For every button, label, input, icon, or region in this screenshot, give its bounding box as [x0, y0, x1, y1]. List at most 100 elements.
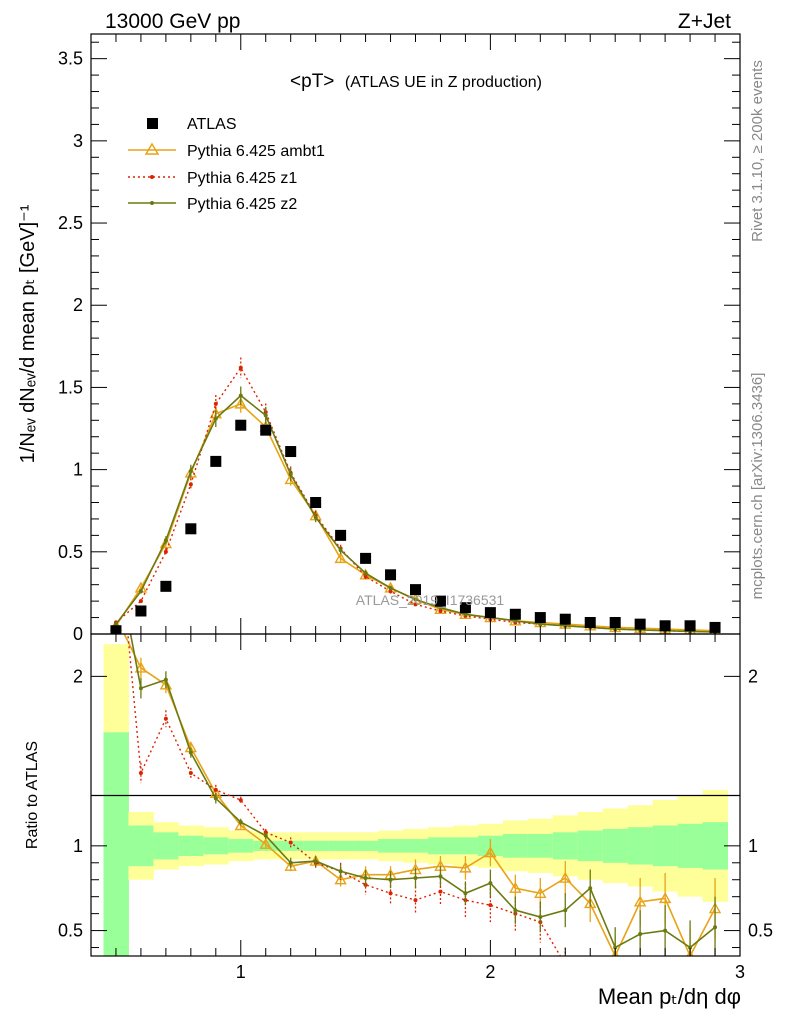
x-tick-label: 1 [236, 962, 246, 982]
plot-title-sub: (ATLAS UE in Z production) [345, 74, 542, 91]
legend-marker-z1 [150, 175, 154, 179]
ratio-band-stat [577, 830, 604, 862]
legend-entry-ambt1: Pythia 6.425 ambt1 [128, 142, 325, 160]
mcplots-reference-label: mcplots.cern.ch [arXiv:1306.3436] [749, 373, 766, 600]
main-series-2-point [138, 599, 143, 604]
main-series-2-point [413, 602, 418, 607]
ratio-series-0-point [509, 881, 522, 893]
legend-label-z1: Pythia 6.425 z1 [187, 170, 297, 187]
main-series-2-point [238, 365, 243, 370]
ratio-band-stat [527, 833, 554, 858]
ratio-series-1-point [688, 979, 692, 983]
legend-marker-z2 [150, 201, 154, 205]
legend-marker-ambt1 [144, 142, 160, 155]
ratio-band-stat [128, 825, 154, 867]
y-tick-label-ratio: 0.5 [58, 921, 83, 941]
axes-group: 0 0.5 1 1.5 2 2.5 3 3.5 0.5 0.5 1 1 2 2 1 2 3 [58, 34, 773, 982]
ratio-series-2-point [638, 931, 643, 936]
main-series-3-point [563, 623, 568, 628]
y-axis-title-ratio: Ratio to ATLAS [24, 741, 41, 849]
ratio-band-stat [502, 833, 529, 858]
x-tick-label: 2 [485, 962, 495, 982]
ratio-band-stat [153, 832, 179, 860]
main-series-3-point [538, 622, 543, 627]
ratio-series-group [114, 505, 722, 983]
main-series-2-point [363, 574, 368, 579]
ratio-series-0-point [484, 846, 497, 858]
main-series-1-point [159, 537, 173, 549]
atlas-data-point [185, 523, 197, 535]
ratio-series-0-point [633, 895, 647, 907]
ratio-series-2-line [129, 634, 716, 949]
y-tick-label-ratio-right: 0.5 [748, 921, 773, 941]
y-tick-label-main: 1 [73, 460, 83, 480]
ratio-series-2-point [488, 881, 493, 886]
y-tick-label-main: 3.5 [58, 49, 83, 69]
ratio-series-1-point [613, 979, 617, 983]
ratio-series-1-point [563, 962, 567, 966]
ratio-series-1-point [238, 798, 243, 803]
ratio-band-stat [353, 840, 379, 851]
atlas-data-point [210, 455, 222, 467]
ratio-series-1-point [438, 889, 443, 894]
ratio-series-2-point [188, 750, 193, 755]
atlas-data-point [310, 496, 322, 508]
main-series-3-point [338, 548, 343, 553]
ratio-series-2-point [463, 891, 468, 896]
atlas-data-point [484, 607, 496, 619]
main-series-2-point [438, 608, 443, 613]
y-tick-label-main: 3 [73, 131, 83, 151]
ratio-band-stat [677, 823, 704, 868]
ratio-series-0-point [134, 661, 148, 673]
atlas-data-point [260, 424, 272, 436]
plot-title-main: <pT> [290, 71, 334, 92]
main-series-3-point [113, 622, 118, 627]
ratio-series-0-point [334, 873, 347, 885]
atlas-data-point [459, 602, 471, 614]
y-tick-label-ratio-right: 1 [748, 836, 758, 856]
ratio-series-1-point [588, 979, 592, 983]
ratio-series-0-point [534, 886, 547, 898]
atlas-data-point [235, 419, 247, 431]
plot-title: <pT> (ATLAS UE in Z production) [290, 71, 542, 92]
legend-entry-z1: Pythia 6.425 z1 [128, 170, 297, 187]
y-axis-title-main: 1/Nₑᵥ dNₑᵥ/d mean pₜ [GeV]⁻¹ [17, 204, 39, 463]
ratio-series-1-point [388, 891, 393, 896]
ratio-band-stat [652, 825, 679, 867]
main-series-3-point [138, 589, 143, 594]
y-tick-label-ratio: 1 [73, 836, 83, 856]
ratio-series-0-point [159, 678, 173, 690]
main-series-3-point [363, 571, 368, 576]
y-tick-label-main: 0.5 [58, 542, 83, 562]
ratio-series-2-point [388, 877, 393, 882]
atlas-data-point [509, 608, 521, 620]
ratio-series-1-point [413, 898, 418, 903]
main-series-2-point [188, 482, 193, 487]
atlas-data-point [135, 605, 147, 617]
ratio-series-1-point [114, 505, 118, 509]
atlas-data-point [385, 569, 397, 581]
legend-label-z2: Pythia 6.425 z2 [187, 196, 297, 213]
y-tick-label-main: 0 [73, 624, 83, 644]
ratio-series-2-point [313, 859, 318, 864]
ratio-band-stat [378, 839, 404, 853]
ratio-series-2-point [114, 556, 118, 560]
ratio-series-0-point [459, 861, 472, 873]
ratio-series-1-point [663, 979, 667, 983]
y-tick-label-main: 2.5 [58, 213, 83, 233]
header-right-label: Z+Jet [678, 10, 731, 33]
main-series-3-point [238, 393, 243, 398]
ratio-series-1-point [488, 903, 493, 908]
rivet-version-label: Rivet 3.1.10, ≥ 200k events [749, 60, 766, 242]
main-series-3-point [263, 413, 268, 418]
ratio-series-0-point [584, 897, 597, 909]
atlas-data-point [584, 616, 596, 628]
main-series-2-point [388, 589, 393, 594]
ratio-series-0-point [559, 871, 572, 883]
ratio-series-0-line [123, 634, 716, 956]
ratio-band-stat [328, 840, 354, 851]
main-series-3-point [163, 538, 168, 543]
ratio-series-2-point [163, 677, 168, 682]
ratio-band-stat [427, 837, 454, 855]
